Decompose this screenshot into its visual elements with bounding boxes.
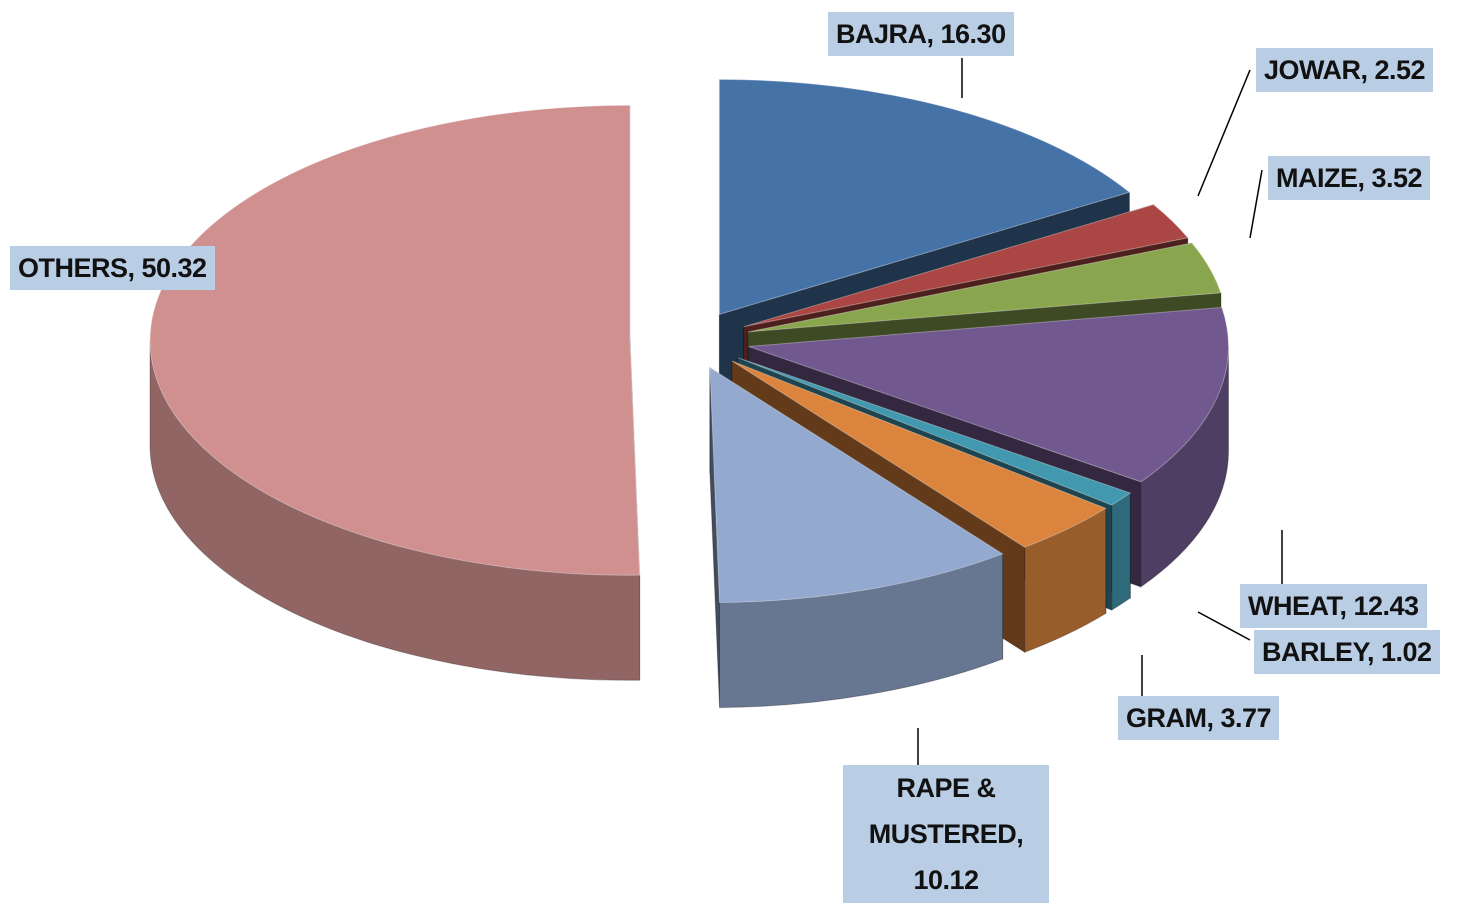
data-label: BAJRA, 16.30 bbox=[828, 12, 1014, 56]
slice bbox=[743, 204, 1189, 328]
data-label: GRAM, 3.77 bbox=[1118, 696, 1280, 740]
slice-wall bbox=[709, 367, 721, 708]
slice-side bbox=[1111, 492, 1131, 611]
data-label: WHEAT, 12.43 bbox=[1240, 584, 1427, 628]
data-label: MAIZE, 3.52 bbox=[1268, 156, 1431, 200]
data-label: JOWAR, 2.52 bbox=[1256, 48, 1434, 92]
slice bbox=[737, 357, 1132, 506]
slice bbox=[709, 366, 1004, 604]
data-label: OTHERS, 50.32 bbox=[10, 246, 215, 290]
leader-line bbox=[1197, 69, 1251, 197]
leader-line bbox=[1249, 169, 1263, 239]
data-label: BARLEY, 1.02 bbox=[1254, 630, 1440, 674]
slice bbox=[747, 242, 1222, 333]
slice bbox=[718, 78, 1131, 316]
slice bbox=[731, 360, 1107, 548]
slice bbox=[149, 104, 641, 576]
leader-line bbox=[1197, 611, 1251, 641]
data-label: RAPE & MUSTERED, 10.12 bbox=[843, 765, 1049, 903]
slice bbox=[748, 306, 1229, 483]
